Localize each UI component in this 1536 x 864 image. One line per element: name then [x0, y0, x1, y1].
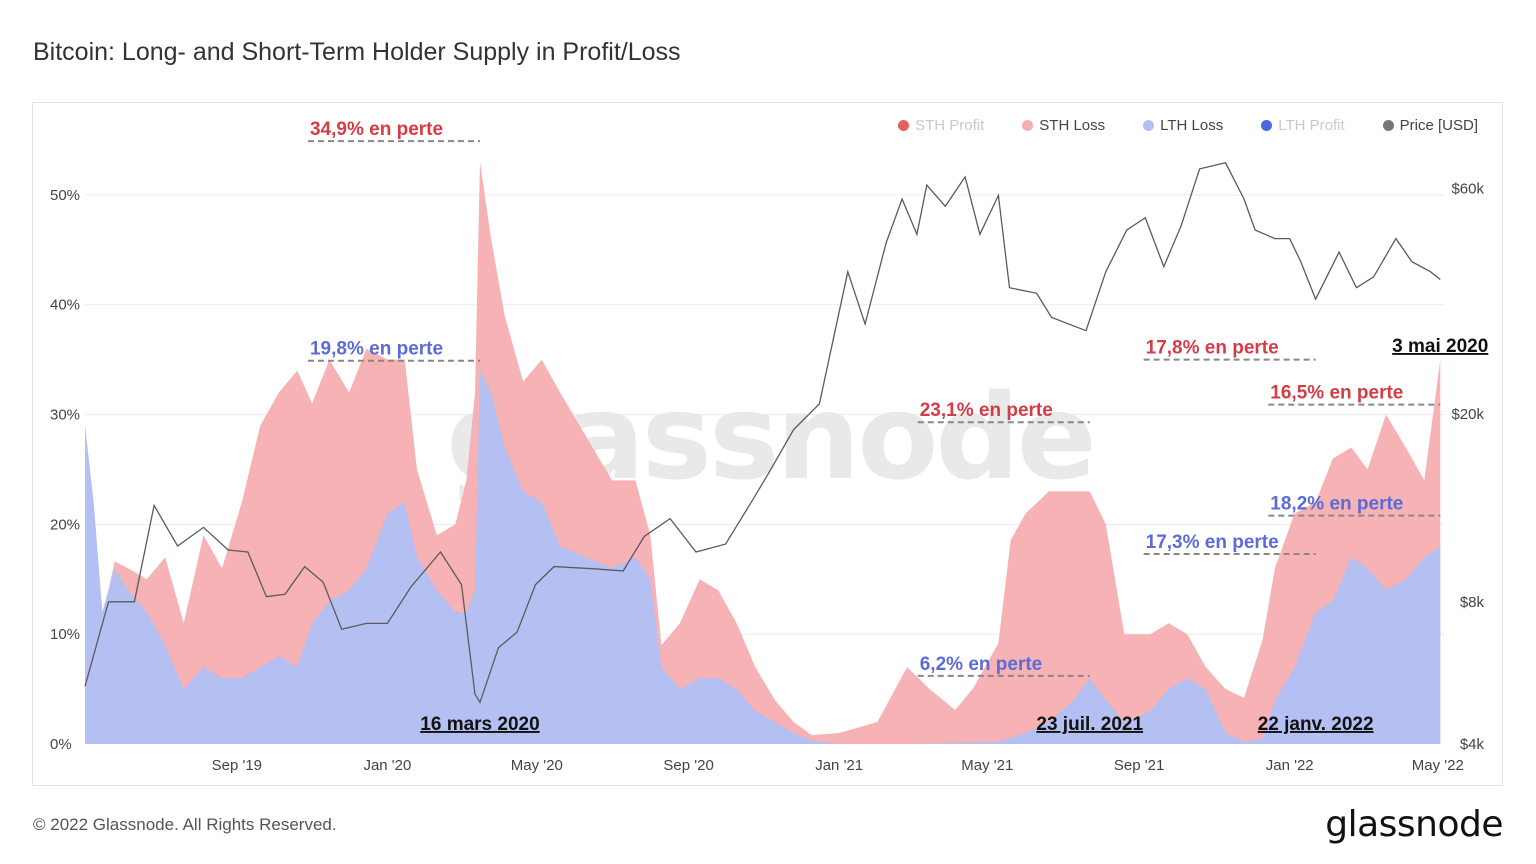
- legend-dot-lth-loss: [1143, 120, 1155, 131]
- legend-item-lth-profit[interactable]: LTH Profit: [1261, 117, 1345, 134]
- annotation-label: 19,8% en perte: [310, 339, 443, 360]
- legend-label-price: Price [USD]: [1399, 117, 1478, 134]
- series-line-price: [84, 162, 1441, 704]
- x-tick-label: Sep '19: [212, 757, 262, 774]
- y-tick-label-right: $20k: [1451, 406, 1484, 423]
- y-tick-label-left: 50%: [50, 187, 80, 204]
- legend-label-lth-profit: LTH Profit: [1278, 117, 1345, 134]
- annotation-label: 18,2% en perte: [1270, 494, 1403, 515]
- x-tick-label: Jan '22: [1266, 757, 1314, 774]
- x-tick-label: May '21: [961, 757, 1013, 774]
- date-label: 3 mai 2020: [1392, 336, 1488, 357]
- annotation-label: 23,1% en perte: [920, 400, 1053, 421]
- annotation-label: 34,9% en perte: [310, 119, 443, 140]
- date-label: 16 mars 2020: [420, 714, 539, 735]
- legend-label-lth-loss: LTH Loss: [1160, 117, 1224, 134]
- y-tick-label-right: $4k: [1460, 736, 1485, 753]
- y-tick-label-left: 10%: [50, 626, 80, 643]
- annotation-label: 17,3% en perte: [1146, 532, 1279, 553]
- date-label: 23 juil. 2021: [1036, 714, 1143, 735]
- x-tick-label: Sep '21: [1114, 757, 1164, 774]
- annotation-label: 6,2% en perte: [920, 654, 1043, 675]
- legend-dot-sth-loss: [1022, 120, 1034, 131]
- chart-title: Bitcoin: Long- and Short-Term Holder Sup…: [33, 38, 681, 66]
- legend-item-sth-loss[interactable]: STH Loss: [1022, 117, 1105, 134]
- x-tick-label: Sep '20: [663, 757, 713, 774]
- y-tick-label-right: $60k: [1451, 180, 1484, 197]
- legend-label-sth-profit: STH Profit: [915, 117, 985, 134]
- legend-dot-sth-profit: [898, 120, 910, 131]
- series-area-lth-loss: [85, 370, 1441, 744]
- y-tick-label-left: 0%: [50, 736, 72, 753]
- legend-dot-price: [1382, 120, 1394, 131]
- x-tick-label: May '22: [1412, 757, 1464, 774]
- x-tick-label: May '20: [511, 757, 563, 774]
- footer-copyright: © 2022 Glassnode. All Rights Reserved.: [33, 815, 337, 834]
- annotation-label: 16,5% en perte: [1270, 383, 1403, 404]
- legend-item-price[interactable]: Price [USD]: [1382, 117, 1478, 134]
- date-label: 22 janv. 2022: [1258, 714, 1374, 735]
- legend-dot-lth-profit: [1261, 120, 1273, 131]
- x-tick-label: Jan '20: [363, 757, 411, 774]
- annotation-label: 17,8% en perte: [1146, 338, 1279, 359]
- legend-item-sth-profit[interactable]: STH Profit: [898, 117, 984, 134]
- y-tick-label-left: 20%: [50, 516, 80, 533]
- chart-legend: STH Profit STH Loss LTH Loss LTH Profit …: [898, 117, 1478, 134]
- y-tick-label-left: 30%: [50, 407, 80, 424]
- legend-item-lth-loss[interactable]: LTH Loss: [1143, 117, 1223, 134]
- x-tick-label: Jan '21: [815, 757, 863, 774]
- y-tick-label-left: 40%: [50, 297, 80, 314]
- footer-logo: glassnode: [1325, 804, 1503, 845]
- legend-label-sth-loss: STH Loss: [1039, 117, 1106, 134]
- y-tick-label-right: $8k: [1460, 594, 1485, 611]
